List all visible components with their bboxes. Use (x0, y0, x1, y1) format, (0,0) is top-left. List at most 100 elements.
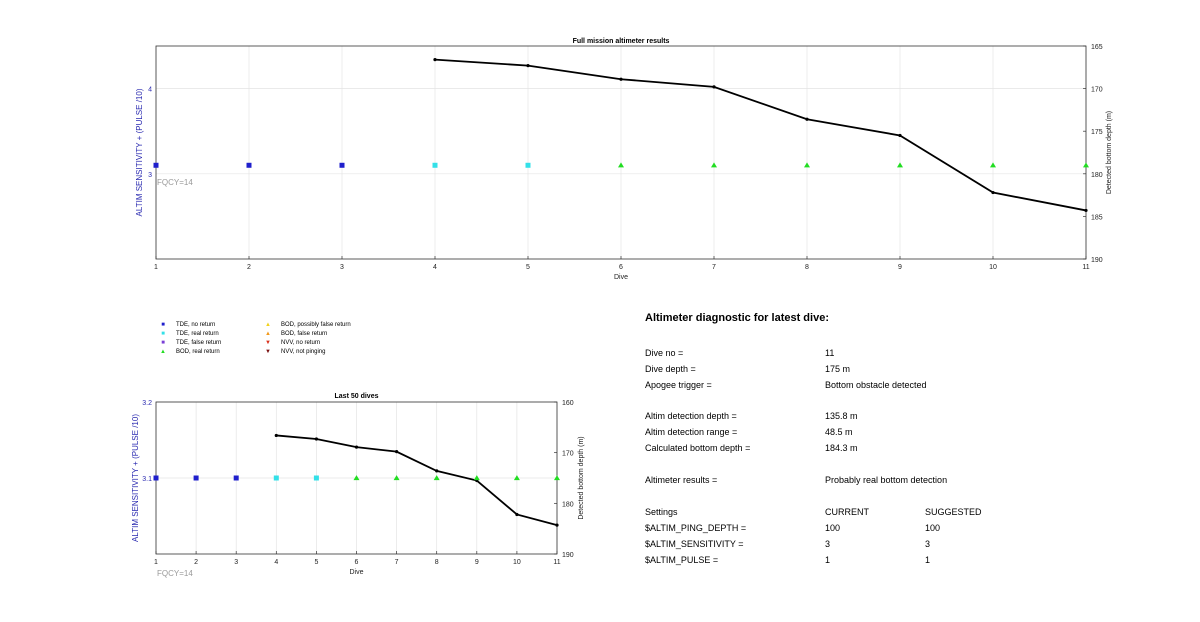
diag-label: Calculated bottom depth = (645, 443, 751, 453)
status-marker (339, 162, 345, 168)
right-tick-label: 160 (562, 400, 574, 407)
legend-label: NVV, not pinging (281, 349, 326, 355)
x-tick-label: 4 (274, 559, 278, 566)
status-marker (273, 475, 279, 481)
legend-marker: ■ (161, 340, 165, 346)
x-tick-label: 10 (989, 264, 997, 271)
diag-value: 11 (825, 348, 835, 358)
left-axis-label: ALTIM SENSITIVITY + (PULSE /10) (135, 88, 144, 216)
chart-title: Full mission altimeter results (573, 38, 670, 45)
settings-header-label: Settings (645, 507, 678, 517)
status-markers (153, 162, 1089, 168)
status-marker (353, 475, 360, 481)
right-tick-label: 165 (1091, 44, 1103, 51)
status-marker (618, 162, 624, 168)
legend-marker: ■ (161, 331, 165, 337)
status-marker (193, 475, 199, 481)
settings-row-sensitivity: $ALTIM_SENSITIVITY = 3 3 (645, 539, 1095, 551)
status-marker (804, 162, 810, 168)
legend-label: BOD, false return (281, 331, 328, 337)
setting-name: $ALTIM_PING_DEPTH = (645, 523, 747, 533)
right-tick-label: 175 (1091, 129, 1103, 136)
diag-label: Dive no = (645, 348, 684, 358)
status-marker (525, 162, 531, 168)
left-tick-label: 3 (148, 172, 152, 179)
setting-current: 3 (825, 539, 831, 549)
last-50-dives-chart: 1 2 3 4 5 6 7 8 9 10 11 3.1 3.2 160 170 180 190 Last 50 d… (131, 393, 585, 578)
diag-value: 135.8 m (825, 411, 858, 421)
x-tick-label: 3 (234, 559, 238, 566)
depth-point (991, 190, 995, 195)
depth-line (434, 58, 1087, 212)
x-axis-label: Dive (349, 569, 363, 576)
depth-point (515, 512, 519, 517)
right-axis-label: Detected bottom depth (m) (1106, 111, 1113, 194)
depth-point (435, 469, 439, 473)
settings-header-suggested: SUGGESTED (925, 507, 982, 517)
x-tick-label: 4 (433, 264, 437, 271)
legend-marker: ▲ (265, 331, 271, 337)
status-markers (153, 475, 560, 481)
left-axis-label: ALTIM SENSITIVITY + (PULSE /10) (131, 414, 140, 542)
depth-point (395, 450, 399, 454)
depth-line (276, 434, 558, 526)
full-mission-chart: 1 2 3 4 5 6 7 8 9 10 11 3 4 165 170 175 180 185 190 Full mi… (135, 38, 1113, 281)
x-tick-label: 7 (712, 264, 716, 271)
legend-marker: ■ (161, 322, 165, 328)
x-tick-label: 8 (805, 264, 809, 271)
diag-row-calculated-bottom-depth: Calculated bottom depth = 184.3 m (645, 443, 1095, 455)
diag-value: Bottom obstacle detected (825, 380, 927, 390)
frequency-annotation: FQCY=14 (157, 569, 193, 578)
diag-row-altim-detection-range: Altim detection range = 48.5 m (645, 427, 1095, 439)
depth-point (555, 523, 559, 527)
status-marker (513, 475, 520, 481)
legend-label: NVV, no return (281, 340, 321, 346)
x-tick-label: 8 (435, 559, 439, 566)
x-tick-label: 6 (355, 559, 359, 566)
status-marker (433, 475, 440, 481)
depth-point (619, 77, 623, 81)
setting-suggested: 3 (925, 539, 931, 549)
legend-item-bod-real-return: ▲ BOD, real return (158, 349, 220, 355)
status-marker (313, 475, 319, 481)
status-marker (897, 162, 903, 168)
x-tick-label: 5 (314, 559, 318, 566)
x-tick-label: 11 (1082, 264, 1089, 271)
x-tick-label: 1 (154, 264, 158, 271)
frequency-annotation: FQCY=14 (157, 178, 193, 187)
legend-label: BOD, possibly false return (281, 322, 351, 328)
status-marker (1083, 162, 1089, 168)
left-tick-label: 3.1 (142, 476, 152, 483)
legend-item-tde-real-return: ■ TDE, real return (158, 331, 219, 337)
depth-point (898, 133, 902, 138)
depth-point (805, 117, 809, 121)
depth-point (354, 445, 359, 449)
x-tick-label: 9 (898, 264, 902, 271)
legend-marker: ▲ (265, 322, 271, 328)
x-tick-label: 7 (395, 559, 399, 566)
left-tick-label: 3.2 (142, 400, 152, 407)
legend-item-nvv-not-pinging: ▼ NVV, not pinging (263, 349, 325, 355)
legend-marker: ▼ (265, 340, 271, 346)
chart-title: Last 50 dives (335, 393, 379, 400)
diag-row-apogee-trigger: Apogee trigger = Bottom obstacle detected (645, 380, 1095, 392)
x-tick-label: 6 (619, 264, 623, 271)
status-marker (153, 162, 159, 168)
status-marker (233, 475, 239, 481)
x-tick-label: 5 (526, 264, 530, 271)
x-axis-label: Dive (614, 274, 628, 281)
status-marker (153, 475, 159, 481)
right-tick-label: 185 (1091, 214, 1103, 221)
legend-marker: ▲ (160, 349, 166, 355)
status-marker (432, 162, 438, 168)
diag-row-dive-depth: Dive depth = 175 m (645, 364, 1095, 376)
setting-current: 1 (825, 555, 831, 565)
legend-label: TDE, false return (176, 340, 222, 346)
legend-item-tde-no-return: ■ TDE, no return (158, 322, 215, 328)
status-marker (473, 475, 480, 481)
depth-point (1084, 208, 1088, 213)
diag-value: Probably real bottom detection (825, 475, 948, 485)
legend-label: TDE, no return (176, 322, 216, 328)
legend-item-nvv-no-return: ▼ NVV, no return (263, 340, 320, 346)
settings-header-current: CURRENT (825, 507, 869, 517)
